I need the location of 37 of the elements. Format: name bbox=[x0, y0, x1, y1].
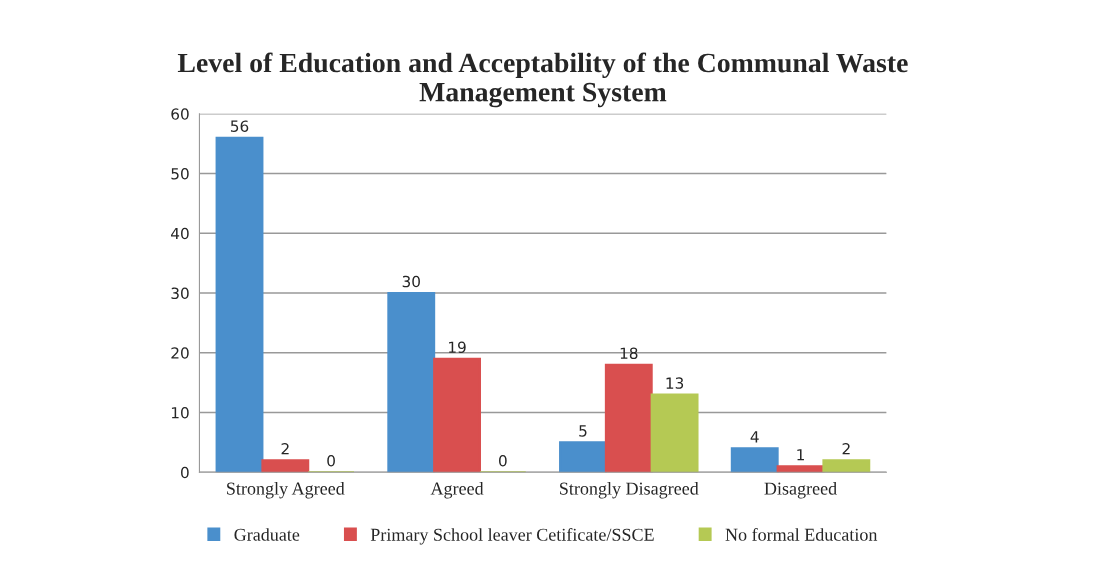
data-label: 4 bbox=[750, 431, 759, 443]
bar bbox=[261, 459, 310, 473]
data-label: 56 bbox=[230, 120, 249, 132]
bar bbox=[559, 441, 607, 473]
y-tick-label: 0 bbox=[181, 466, 189, 479]
bar bbox=[604, 363, 653, 473]
legend-label: No formal Education bbox=[725, 527, 878, 541]
data-label: 19 bbox=[449, 341, 466, 354]
data-label: 2 bbox=[281, 443, 289, 455]
data-label: 5 bbox=[579, 425, 587, 437]
bar bbox=[387, 292, 436, 473]
y-tick-label: 20 bbox=[171, 347, 189, 359]
legend-label: Graduate bbox=[234, 528, 300, 541]
data-label: 0 bbox=[498, 454, 507, 467]
data-label: 18 bbox=[620, 347, 638, 359]
bar bbox=[776, 465, 825, 473]
data-label: 2 bbox=[842, 443, 850, 455]
bar bbox=[650, 393, 699, 473]
x-tick-label: Disagreed bbox=[764, 481, 837, 499]
data-label: 0 bbox=[327, 454, 335, 467]
data-label: 30 bbox=[402, 275, 420, 288]
x-tick-label: Strongly Agreed bbox=[227, 481, 345, 499]
chart-title: Level of Education and Acceptability of the Communal Waste Management System bbox=[177, 52, 908, 108]
x-tick-label: Strongly Disagreed bbox=[560, 481, 699, 499]
x-tick-label: Agreed bbox=[430, 481, 484, 499]
bar bbox=[730, 447, 779, 473]
y-tick-label: 60 bbox=[171, 108, 189, 120]
y-tick-label: 30 bbox=[171, 287, 189, 300]
y-tick-label: 40 bbox=[171, 227, 189, 240]
y-tick-label: 10 bbox=[171, 406, 189, 419]
data-label: 13 bbox=[666, 377, 684, 389]
bar bbox=[822, 459, 871, 473]
y-tick-label: 50 bbox=[171, 168, 189, 180]
legend-label: Primary School leaver Cetificate/SSCE bbox=[370, 527, 654, 545]
bar bbox=[215, 136, 264, 473]
data-label: 1 bbox=[797, 449, 804, 461]
bar bbox=[433, 357, 481, 473]
